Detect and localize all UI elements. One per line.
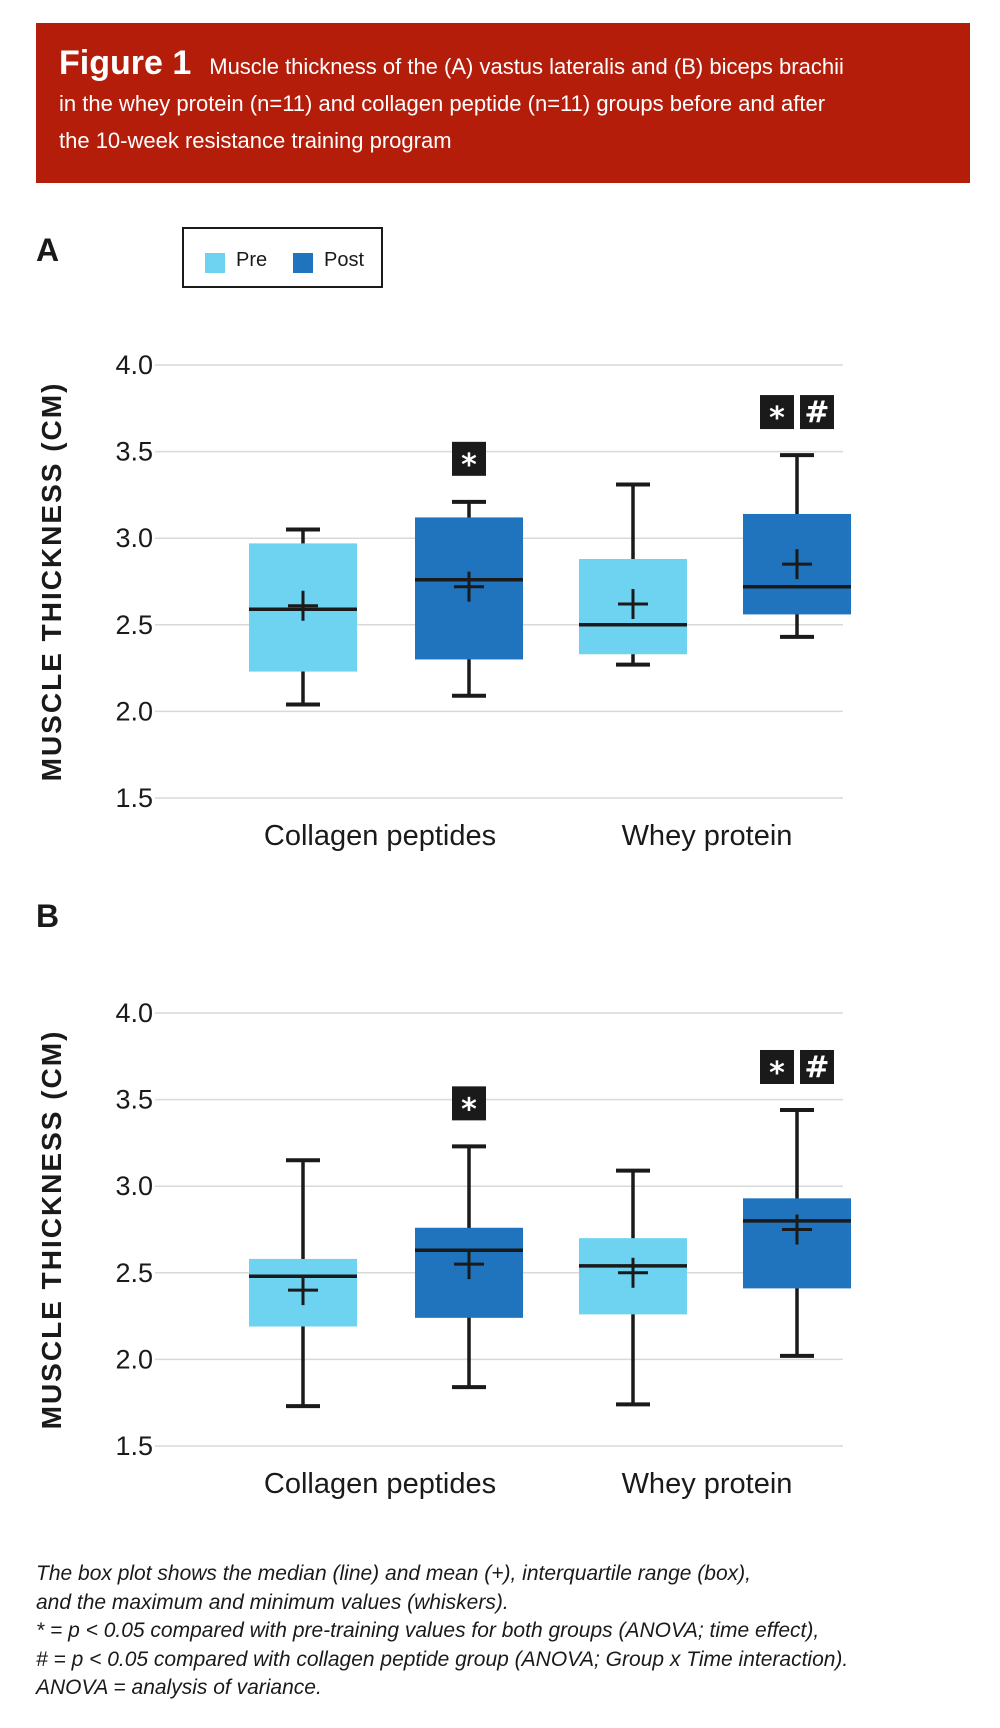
y-axis-title-pa: MUSCLE THICKNESS (CM) <box>36 382 67 782</box>
significance-badge-asterisk-pa-post-0 <box>452 441 486 476</box>
footnote-line-2: and the maximum and minimum values (whis… <box>36 1590 509 1614</box>
title-line-3: the 10-week resistance training program <box>59 128 452 153</box>
significance-badge-asterisk-pa-post-1 <box>760 395 794 430</box>
y-tick-label-pb-3: 2.5 <box>115 1258 153 1288</box>
significance-label-hash-pb-post-1: # <box>804 1050 829 1085</box>
y-tick-label-pb-4: 2.0 <box>115 1344 153 1374</box>
footnote: The box plot shows the median (line) and… <box>36 1560 986 1703</box>
legend-swatch-post <box>293 253 313 273</box>
significance-label-hash-pa-post-1: # <box>804 395 829 430</box>
x-category-label-pa-0: Collagen peptides <box>264 820 496 852</box>
footnote-line-5: ANOVA = analysis of variance. <box>36 1676 322 1699</box>
chart-panel-b: MUSCLE THICKNESS (CM) 4.0 3.5 3.0 2.5 2.0 1.5 C… <box>36 998 851 1500</box>
y-tick-label-pb-5: 1.5 <box>115 1431 153 1461</box>
y-tick-label-pb-0: 4.0 <box>115 998 153 1028</box>
legend: Pre Post <box>182 227 383 288</box>
y-tick-label-pb-2: 3.0 <box>115 1171 153 1201</box>
footnote-line-1: The box plot shows the median (line) and… <box>36 1562 751 1585</box>
y-tick-label-pa-0: 4.0 <box>115 350 153 380</box>
figure-header: Figure 1 Muscle thickness of the (A) vast… <box>36 23 970 183</box>
y-tick-label-pa-3: 2.5 <box>115 610 153 640</box>
significance-label-asterisk-pa-post-1: * <box>769 401 785 436</box>
legend-swatch-pre <box>205 253 225 273</box>
chart-panel-a: MUSCLE THICKNESS (CM) 4.0 3.5 3.0 2.5 2.0 1.5 C… <box>36 350 851 852</box>
panel-label-a: A <box>36 232 60 268</box>
legend-label-pre: Pre <box>236 249 268 271</box>
significance-badge-hash-pa-post-1 <box>800 395 834 430</box>
y-tick-label-pb-1: 3.5 <box>115 1085 153 1115</box>
footnote-line-3: * = p < 0.05 compared with pre-training … <box>36 1619 820 1642</box>
x-category-label-pb-0: Collagen peptides <box>264 1468 496 1500</box>
significance-label-asterisk-pb-post-1: * <box>769 1056 785 1091</box>
y-tick-label-pa-2: 3.0 <box>115 523 153 553</box>
significance-label-asterisk-pb-post-0: * <box>461 1092 477 1127</box>
figure-label: Figure 1 <box>59 44 192 82</box>
y-axis-title-pb: MUSCLE THICKNESS (CM) <box>36 1030 67 1430</box>
x-category-label-pa-1: Whey protein <box>622 820 793 852</box>
y-tick-label-pa-1: 3.5 <box>115 437 153 467</box>
title-line-1: Figure 1 Muscle thickness of the (A) vast… <box>59 45 946 85</box>
title-line-2: in the whey protein (n=11) and collagen … <box>59 91 826 116</box>
significance-badge-asterisk-pb-post-0 <box>452 1086 486 1121</box>
y-tick-label-pa-4: 2.0 <box>115 696 153 726</box>
footnote-line-4: # = p < 0.05 compared with collagen pept… <box>36 1647 849 1671</box>
y-tick-label-pa-5: 1.5 <box>115 783 153 813</box>
title-text-1: Muscle thickness of the (A) vastus later… <box>209 54 844 79</box>
panel-label-b: B <box>36 898 60 934</box>
legend-label-post: Post <box>324 249 365 271</box>
significance-badge-asterisk-pb-post-1 <box>760 1049 794 1084</box>
significance-label-asterisk-pa-post-0: * <box>461 448 477 483</box>
x-category-label-pb-1: Whey protein <box>622 1468 793 1500</box>
significance-badge-hash-pb-post-1 <box>800 1049 834 1084</box>
